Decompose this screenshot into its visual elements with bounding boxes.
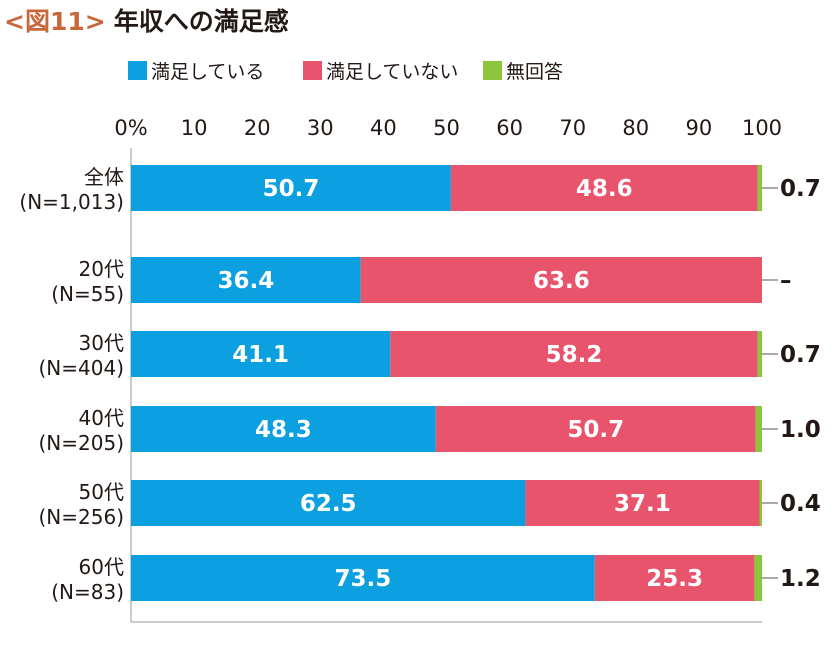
bar-segment xyxy=(757,331,762,377)
category-n: (N=256) xyxy=(39,505,125,529)
x-tick-label: 10 xyxy=(181,116,208,140)
no-answer-label: 1.2 xyxy=(780,566,821,592)
bar-segment xyxy=(390,331,758,377)
chart-title: <図11> 年収への満足感 xyxy=(4,2,289,38)
x-tick-label: 20 xyxy=(244,116,271,140)
legend-swatch xyxy=(128,61,147,80)
data-label: 50.7 xyxy=(263,176,320,202)
data-label: 73.5 xyxy=(335,566,392,592)
category-label: 40代 xyxy=(79,406,124,430)
category-n: (N=404) xyxy=(39,356,125,380)
x-tick-label: 90 xyxy=(686,116,713,140)
x-tick-label: 40 xyxy=(370,116,397,140)
bar-segment xyxy=(594,555,755,601)
x-tick-label: 100 xyxy=(742,116,782,140)
legend-swatch xyxy=(483,61,502,80)
x-tick-label: 0% xyxy=(114,116,147,140)
x-tick-label: 70 xyxy=(559,116,586,140)
data-label: 63.6 xyxy=(533,268,590,294)
bar-segment xyxy=(435,406,756,452)
legend-label: 満足している xyxy=(151,61,264,83)
category-label: 50代 xyxy=(79,480,124,504)
category-n: (N=205) xyxy=(39,431,125,455)
bar-segment xyxy=(759,480,762,526)
x-tick-label: 30 xyxy=(307,116,334,140)
data-label: 41.1 xyxy=(232,342,289,368)
data-label: 37.1 xyxy=(614,491,671,517)
x-tick-label: 60 xyxy=(496,116,523,140)
bar-segment xyxy=(131,165,451,211)
data-label: 50.7 xyxy=(567,417,624,443)
chart-title-text: 年収への満足感 xyxy=(113,7,289,36)
x-tick-label: 80 xyxy=(622,116,649,140)
category-label: 60代 xyxy=(79,555,124,579)
data-label: 48.3 xyxy=(255,417,312,443)
bar-segment xyxy=(131,406,436,452)
category-n: (N=83) xyxy=(51,580,124,604)
bar-segment xyxy=(131,257,361,303)
bar-segment xyxy=(131,331,391,377)
no-answer-label: 0.7 xyxy=(780,176,821,202)
bar-segment xyxy=(131,555,595,601)
data-label: 58.2 xyxy=(546,342,603,368)
category-label: 全体 xyxy=(84,165,124,189)
bar-segment xyxy=(525,480,760,526)
data-label: 62.5 xyxy=(300,491,357,517)
bar-segment xyxy=(360,257,762,303)
no-answer-label: 0.4 xyxy=(780,491,821,517)
no-answer-label: 0.7 xyxy=(780,342,821,368)
legend-label: 無回答 xyxy=(506,61,563,83)
legend-swatch xyxy=(303,61,322,80)
data-label: 48.6 xyxy=(576,176,633,202)
legend-label: 満足していない xyxy=(326,61,458,83)
bar-segment xyxy=(131,480,526,526)
bar-segment xyxy=(450,165,758,211)
data-label: 25.3 xyxy=(646,566,703,592)
bar-segment xyxy=(754,555,762,601)
bar-segment xyxy=(757,165,762,211)
no-answer-label: 1.0 xyxy=(780,417,821,443)
no-answer-label: – xyxy=(780,268,792,294)
x-tick-label: 50 xyxy=(433,116,460,140)
category-n: (N=55) xyxy=(51,282,124,306)
figure-label: <図11> xyxy=(4,7,106,36)
category-n: (N=1,013) xyxy=(19,190,124,214)
data-label: 36.4 xyxy=(217,268,274,294)
category-label: 20代 xyxy=(79,257,124,281)
bar-segment xyxy=(755,406,762,452)
category-label: 30代 xyxy=(79,331,124,355)
